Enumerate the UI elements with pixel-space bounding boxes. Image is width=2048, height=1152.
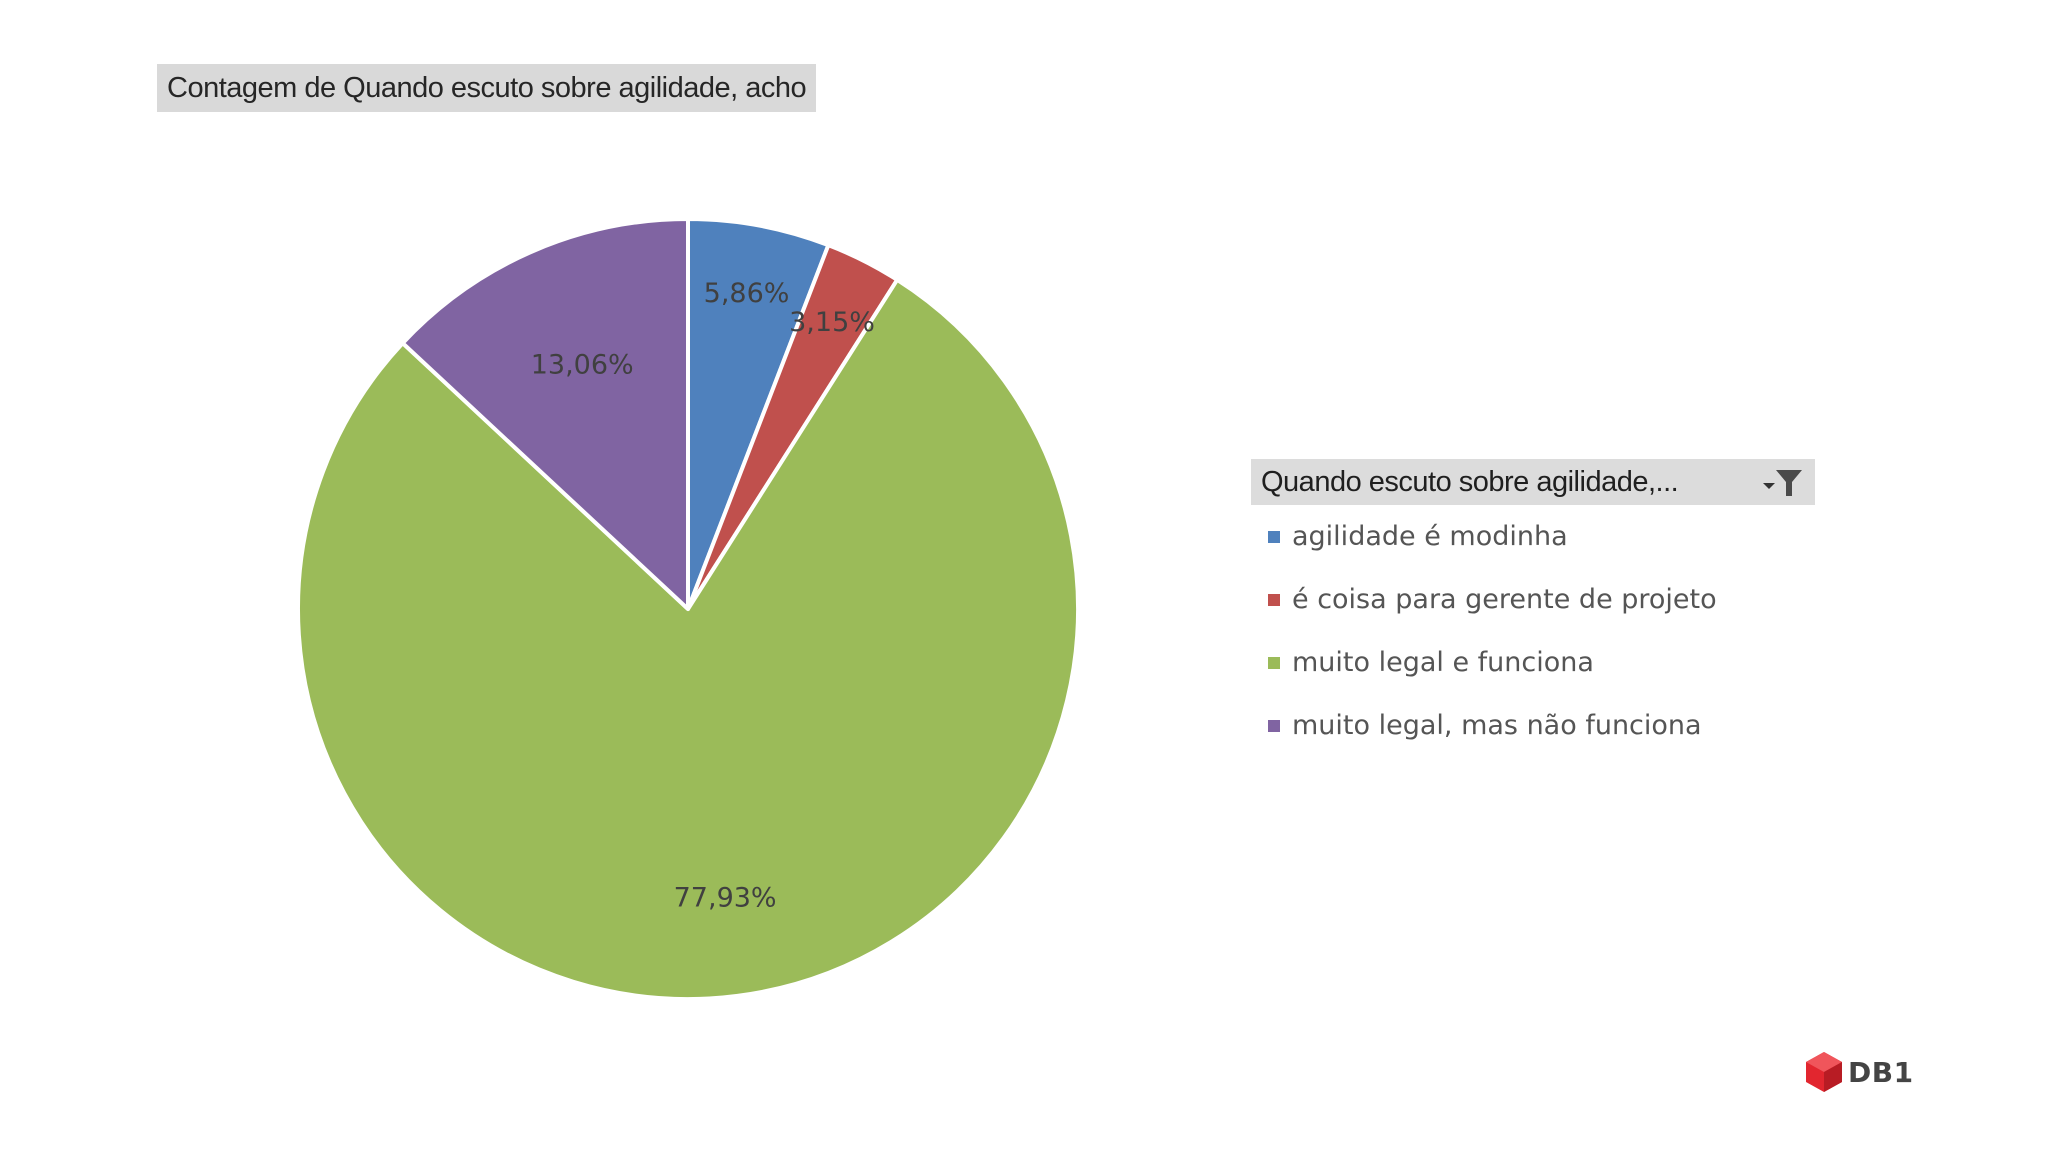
data-label-slice-3: 77,93% <box>674 883 777 914</box>
pie-slice-1[interactable] <box>686 217 831 611</box>
legend-swatch <box>1268 719 1280 732</box>
legend-item[interactable]: agilidade é modinha <box>1251 505 1815 568</box>
chart-title: Contagem de Quando escuto sobre agilidad… <box>157 64 817 112</box>
legend-item[interactable]: muito legal, mas não funciona <box>1251 694 1815 757</box>
logo-text: DB1 <box>1848 1055 1914 1089</box>
legend-item[interactable]: muito legal e funciona <box>1251 631 1815 694</box>
pie-slice-3[interactable] <box>296 277 1080 1001</box>
legend-header[interactable]: Quando escuto sobre agilidade,... <box>1251 459 1815 505</box>
data-label-slice-2: 3,15% <box>789 307 875 338</box>
legend-label: muito legal e funciona <box>1292 647 1594 678</box>
legend-label: é coisa para gerente de projeto <box>1292 584 1717 615</box>
db1-logo: DB1 <box>1804 1050 1914 1094</box>
legend-swatch <box>1268 656 1280 669</box>
legend-label: agilidade é modinha <box>1292 521 1568 552</box>
chart-legend: Quando escuto sobre agilidade,... agilid… <box>1251 459 1815 757</box>
data-label-slice-1: 5,86% <box>704 278 790 309</box>
filter-dropdown-icon[interactable] <box>1761 467 1805 499</box>
legend-swatch <box>1268 530 1280 543</box>
legend-item[interactable]: é coisa para gerente de projeto <box>1251 568 1815 631</box>
db1-logo-icon <box>1806 1052 1842 1092</box>
legend-swatch <box>1268 593 1280 606</box>
pie-slice-4[interactable] <box>400 217 690 611</box>
chart-title-text: Contagem de Quando escuto sobre agilidad… <box>167 71 807 104</box>
legend-items: agilidade é modinha é coisa para gerente … <box>1251 505 1815 757</box>
legend-title: Quando escuto sobre agilidade,... <box>1261 465 1679 498</box>
legend-label: muito legal, mas não funciona <box>1292 710 1702 741</box>
data-label-slice-4: 13,06% <box>531 349 634 380</box>
